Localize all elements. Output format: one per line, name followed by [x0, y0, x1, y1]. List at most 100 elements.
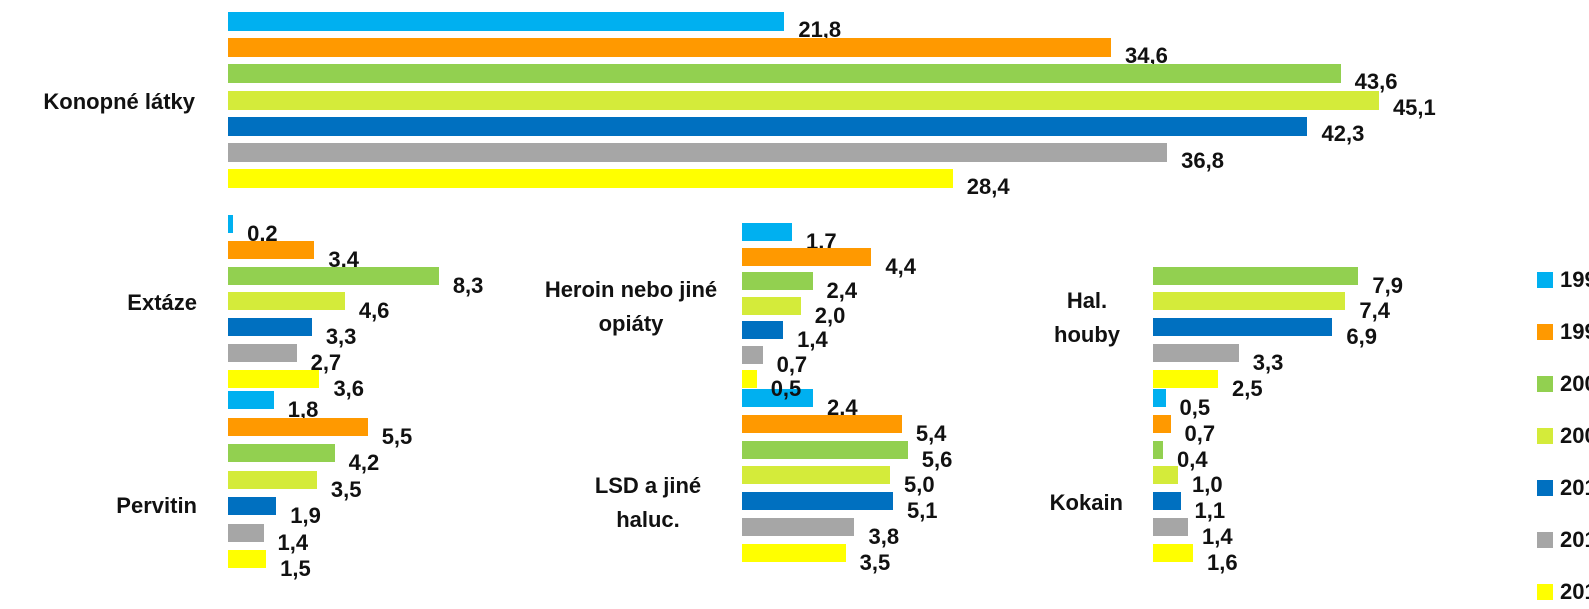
bar	[742, 272, 813, 290]
value-label: 6,9	[1346, 324, 1377, 350]
bar	[228, 64, 1341, 84]
value-label: 3,4	[328, 246, 359, 272]
value-label: 3,8	[868, 524, 900, 549]
value-label: 8,3	[452, 272, 484, 298]
value-label: 4,6	[358, 298, 390, 324]
legend-label: 2007	[1560, 423, 1589, 448]
bar	[228, 391, 274, 409]
bar	[228, 417, 368, 436]
bar	[1153, 389, 1166, 407]
bar	[1153, 466, 1178, 485]
value-label: 2,0	[814, 302, 846, 328]
bar	[1153, 369, 1218, 388]
bar	[228, 497, 277, 515]
bar	[1153, 266, 1359, 285]
value-label: 0,5	[1179, 395, 1211, 420]
bar	[228, 116, 1308, 136]
bar	[228, 169, 953, 189]
value-label: 2,5	[1232, 375, 1263, 401]
value-label: 3,5	[330, 476, 362, 502]
value-label: 3,3	[325, 324, 357, 350]
value-label: 0,4	[1177, 446, 1208, 472]
value-label: 1,8	[287, 397, 319, 422]
bar	[742, 345, 763, 364]
bar	[742, 414, 902, 433]
value-label: 5,4	[915, 420, 947, 446]
bar	[742, 518, 855, 536]
value-label: 3,5	[859, 549, 891, 575]
value-label: 7,9	[1372, 272, 1403, 298]
bar	[228, 90, 1379, 110]
bar	[742, 247, 872, 266]
bar	[228, 38, 1111, 58]
value-label: 2,7	[310, 350, 342, 375]
value-label: 1,4	[277, 529, 309, 555]
category-label: Extáze	[127, 290, 197, 315]
bar	[228, 369, 320, 388]
value-label: 1,5	[280, 556, 311, 581]
value-label: 1,1	[1194, 498, 1226, 524]
value-label: 42,3	[1321, 121, 1365, 147]
bar	[228, 240, 315, 259]
bar	[228, 12, 785, 31]
value-label: 0,5	[770, 376, 802, 401]
bar	[228, 550, 267, 568]
legend-label: 2011	[1560, 475, 1589, 500]
bar	[228, 470, 317, 489]
value-label: 1,9	[290, 503, 321, 528]
legend-swatch	[1537, 480, 1553, 496]
legend-swatch	[1537, 584, 1553, 600]
value-label: 3,3	[1252, 350, 1284, 375]
legend-swatch	[1537, 324, 1553, 340]
bar	[1153, 318, 1333, 337]
category-label: Hal. houby	[1054, 288, 1120, 347]
bar	[228, 523, 264, 542]
bar	[228, 344, 297, 362]
bar	[228, 215, 234, 233]
value-label: 1,7	[805, 229, 837, 254]
bar	[1153, 543, 1193, 562]
bar	[742, 492, 893, 511]
value-label: 7,4	[1359, 298, 1390, 324]
legend-swatch	[1537, 428, 1553, 444]
bar	[228, 143, 1168, 162]
legend-label: 2015	[1560, 527, 1589, 552]
category-label: Pervitin	[116, 493, 197, 518]
bar	[742, 321, 784, 339]
value-label: 4,2	[348, 450, 380, 475]
bar	[742, 370, 757, 388]
legend-label: 2003	[1560, 371, 1589, 396]
bar	[742, 440, 908, 459]
bar	[742, 543, 846, 562]
value-label: 1,6	[1207, 549, 1238, 575]
value-label: 5,0	[904, 472, 935, 498]
value-label: 0,2	[247, 221, 278, 246]
bar	[1153, 414, 1171, 433]
value-label: 28,4	[966, 173, 1010, 199]
value-label: 5,6	[921, 446, 953, 472]
bar	[742, 223, 792, 241]
value-label: 2,4	[826, 278, 858, 303]
value-label: 43,6	[1354, 68, 1398, 94]
category-label: Kokain	[1049, 490, 1123, 515]
bar	[1153, 440, 1163, 459]
bar	[228, 318, 312, 337]
value-label: 5,1	[906, 498, 938, 524]
bar	[742, 389, 814, 407]
value-label: 5,5	[381, 423, 413, 449]
bar	[1153, 518, 1188, 536]
value-label: 0,7	[1184, 420, 1216, 446]
bar	[228, 266, 439, 285]
bar	[1153, 292, 1346, 311]
legend-swatch	[1537, 376, 1553, 392]
legend-label: 1999	[1560, 319, 1589, 344]
legend-label: 1995	[1560, 267, 1589, 292]
legend-swatch	[1537, 532, 1553, 548]
bar	[1153, 344, 1239, 362]
bar	[1153, 492, 1181, 511]
legend-label: 2019	[1560, 579, 1589, 604]
value-label: 45,1	[1392, 95, 1436, 121]
value-label: 1,4	[797, 327, 828, 352]
